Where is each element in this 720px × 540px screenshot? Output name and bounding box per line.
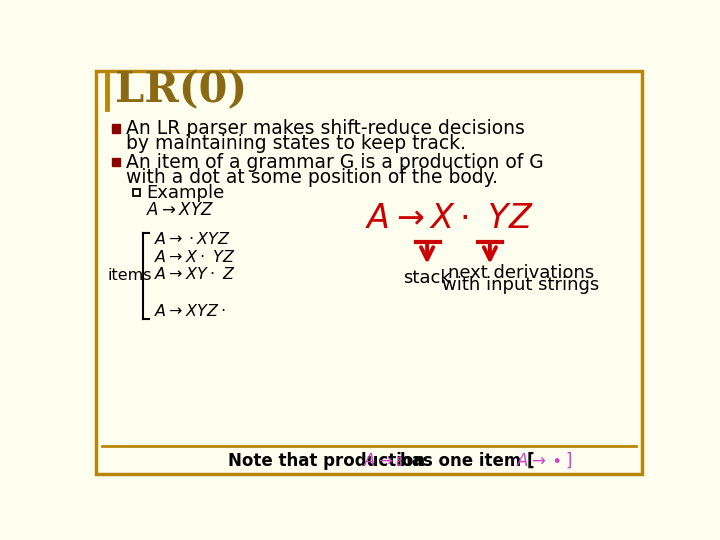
Text: LR(0): LR(0): [114, 69, 247, 111]
Text: items: items: [107, 268, 151, 284]
Text: $A \rightarrow \cdot XYZ$: $A \rightarrow \cdot XYZ$: [153, 231, 230, 247]
Text: An item of a grammar G is a production of G: An item of a grammar G is a production o…: [127, 153, 544, 172]
Text: with a dot at some position of the body.: with a dot at some position of the body.: [127, 168, 498, 187]
Text: $A \rightarrow XYZ \cdot$: $A \rightarrow XYZ \cdot$: [153, 303, 225, 319]
Text: Example: Example: [145, 184, 224, 201]
Text: has one item [: has one item [: [400, 451, 535, 470]
Text: $A \rightarrow \bullet$]: $A \rightarrow \bullet$]: [516, 451, 573, 470]
Text: $A \rightarrow XY \cdot\ Z$: $A \rightarrow XY \cdot\ Z$: [153, 266, 235, 282]
Bar: [112, 158, 120, 166]
Text: $A \rightarrow X \cdot\ YZ$: $A \rightarrow X \cdot\ YZ$: [365, 202, 534, 235]
Text: with input strings: with input strings: [442, 276, 600, 294]
Text: next derivations: next derivations: [448, 264, 594, 282]
Text: $A \rightarrow X \cdot\ YZ$: $A \rightarrow X \cdot\ YZ$: [153, 248, 235, 265]
Text: by maintaining states to keep track.: by maintaining states to keep track.: [127, 134, 467, 153]
Text: An LR parser makes shift-reduce decisions: An LR parser makes shift-reduce decision…: [127, 119, 526, 138]
Bar: [132, 189, 140, 195]
Text: stack: stack: [403, 269, 451, 287]
Text: $A \rightarrow XYZ$: $A \rightarrow XYZ$: [145, 200, 214, 219]
Bar: [112, 124, 120, 132]
Text: Note that production: Note that production: [228, 451, 425, 470]
Text: $A \rightarrow \varepsilon$: $A \rightarrow \varepsilon$: [363, 451, 406, 470]
